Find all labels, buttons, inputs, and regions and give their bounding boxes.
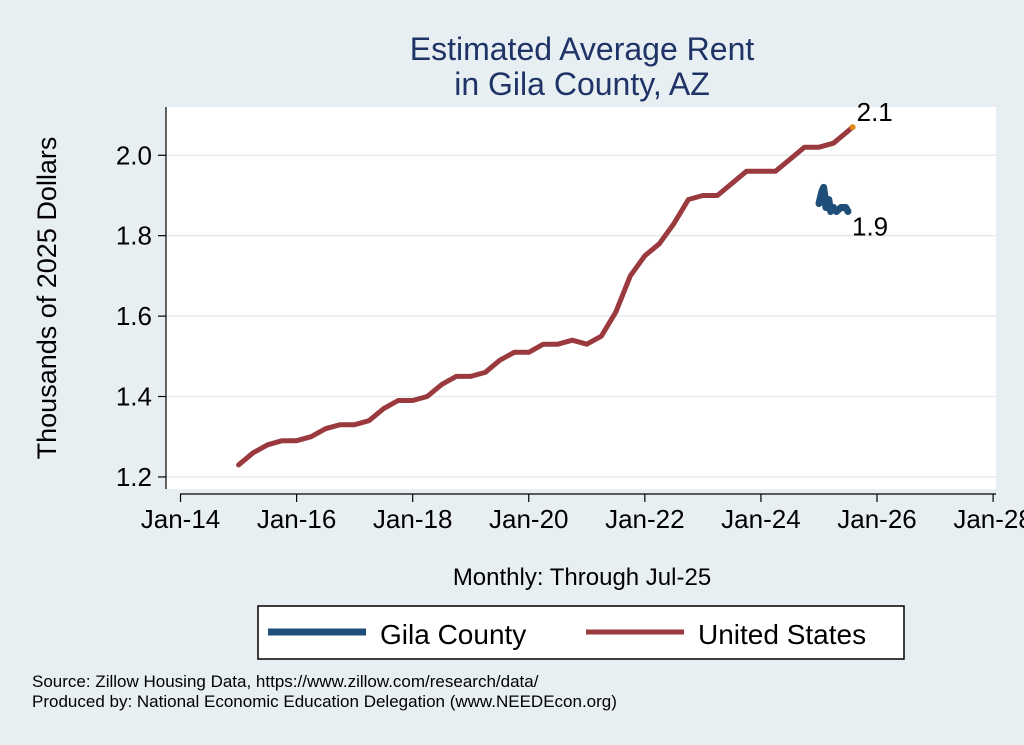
gridlines <box>166 154 996 478</box>
chart-title-line-1: Estimated Average Rent <box>410 31 755 67</box>
axes: 1.2 1.4 1.6 1.8 2.0 Jan-14 Jan-16 Jan-18 Jan-20 J… <box>116 107 1024 534</box>
chart-title-line-2: in Gila County, AZ <box>454 66 710 102</box>
legend: Gila County United States <box>257 605 905 660</box>
y-tick-label: 1.2 <box>116 462 152 492</box>
x-tick-label: Jan-28 <box>953 504 1024 534</box>
y-tick-label: 1.6 <box>116 301 152 331</box>
x-tick-label: Jan-20 <box>489 504 569 534</box>
series-line-gila-county <box>815 183 852 215</box>
x-axis-label: Monthly: Through Jul-25 <box>453 564 711 591</box>
legend-label-united-states: United States <box>698 619 866 650</box>
x-tick-label: Jan-16 <box>257 504 337 534</box>
united-states-end-marker <box>849 124 856 131</box>
x-tick-label: Jan-18 <box>373 504 453 534</box>
series-line-united-states <box>236 124 856 468</box>
source-notes: Source: Zillow Housing Data, https://www… <box>32 672 617 712</box>
plot-area <box>166 107 996 489</box>
united-states-end-label: 2.1 <box>857 97 893 127</box>
series: 2.1 1.9 <box>236 97 893 468</box>
y-tick-label: 1.4 <box>116 382 152 412</box>
gila-county-end-label: 1.9 <box>852 212 888 242</box>
legend-label-gila-county: Gila County <box>380 619 526 650</box>
y-tick-label: 1.8 <box>116 221 152 251</box>
x-tick-label: Jan-22 <box>605 504 685 534</box>
y-tick-label: 2.0 <box>116 140 152 170</box>
x-tick-label: Jan-26 <box>837 504 917 534</box>
source-line: Source: Zillow Housing Data, https://www… <box>32 672 539 691</box>
x-tick-label: Jan-14 <box>141 504 221 534</box>
x-tick-label: Jan-24 <box>721 504 801 534</box>
producer-line: Produced by: National Economic Education… <box>32 692 617 711</box>
y-axis-label: Thousands of 2025 Dollars <box>32 137 62 460</box>
